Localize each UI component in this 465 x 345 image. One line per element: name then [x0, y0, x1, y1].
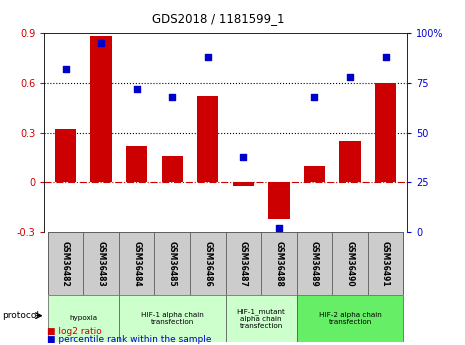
Bar [368, 233, 403, 295]
Text: hypoxia: hypoxia [69, 315, 97, 321]
Bar [190, 233, 226, 295]
Text: GSM36483: GSM36483 [97, 241, 106, 286]
Point [346, 74, 354, 79]
Point [204, 54, 212, 59]
Text: protocol: protocol [2, 311, 40, 320]
Bar [55, 129, 76, 183]
Text: GSM36482: GSM36482 [61, 241, 70, 286]
Bar [161, 156, 183, 183]
Bar [48, 295, 119, 342]
Bar [332, 233, 368, 295]
Bar [375, 83, 396, 183]
Text: ■ percentile rank within the sample: ■ percentile rank within the sample [46, 335, 211, 344]
Text: GSM36488: GSM36488 [274, 241, 283, 286]
Point [275, 226, 283, 231]
Point [133, 86, 140, 91]
Point [239, 154, 247, 159]
Point [62, 66, 69, 71]
Text: GSM36486: GSM36486 [203, 241, 212, 286]
Bar [297, 295, 403, 342]
Text: HIF-1_mutant
alpha chain
transfection: HIF-1_mutant alpha chain transfection [237, 308, 286, 328]
Bar [226, 233, 261, 295]
Bar [197, 96, 219, 183]
Bar [126, 146, 147, 183]
Text: ■ log2 ratio: ■ log2 ratio [46, 327, 101, 336]
Bar [90, 36, 112, 183]
Bar [226, 295, 297, 342]
Text: GSM36491: GSM36491 [381, 241, 390, 286]
Text: HIF-2 alpha chain
transfection: HIF-2 alpha chain transfection [319, 312, 381, 325]
Point [97, 40, 105, 46]
Point [168, 94, 176, 99]
Text: GSM36490: GSM36490 [345, 241, 354, 286]
Bar [48, 233, 83, 295]
Point [311, 94, 318, 99]
Bar [261, 233, 297, 295]
Bar [154, 233, 190, 295]
Bar [232, 183, 254, 186]
Text: GSM36487: GSM36487 [239, 241, 248, 286]
Text: GSM36485: GSM36485 [168, 241, 177, 286]
Text: HIF-1 alpha chain
transfection: HIF-1 alpha chain transfection [141, 312, 204, 325]
Point [382, 54, 389, 59]
Bar [268, 183, 290, 219]
Text: GSM36484: GSM36484 [132, 241, 141, 286]
Bar [304, 166, 325, 183]
Bar [339, 141, 361, 183]
Bar [297, 233, 332, 295]
Bar [83, 233, 119, 295]
Text: GSM36489: GSM36489 [310, 241, 319, 286]
Bar [119, 233, 154, 295]
Text: GDS2018 / 1181599_1: GDS2018 / 1181599_1 [153, 12, 285, 25]
Bar [119, 295, 226, 342]
